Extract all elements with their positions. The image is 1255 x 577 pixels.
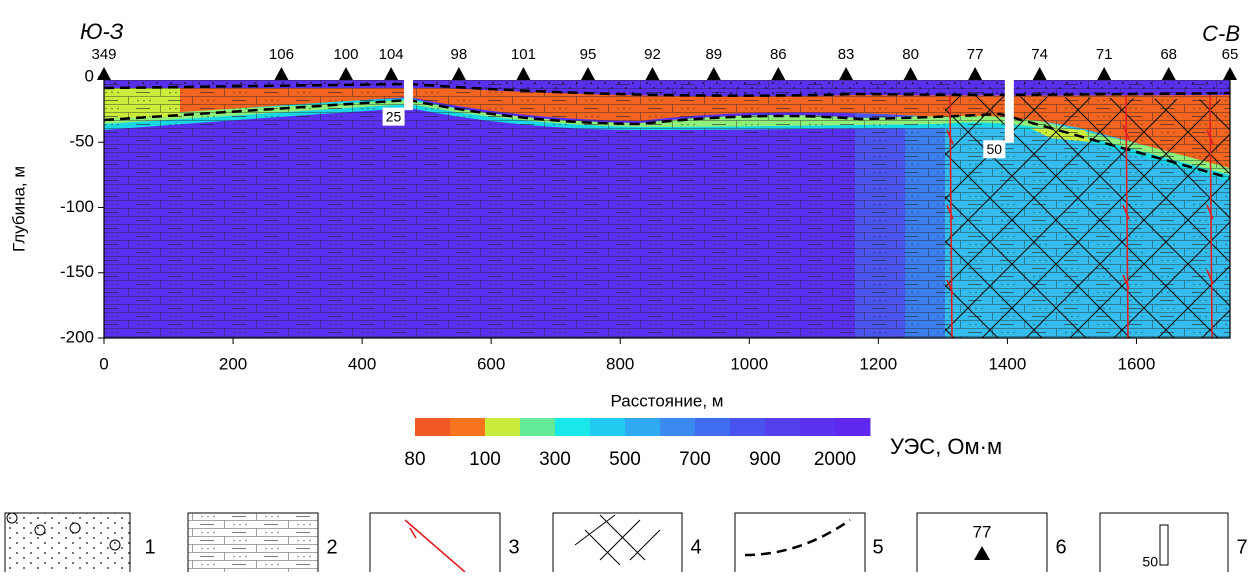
x-tick-label: 1200 xyxy=(859,354,897,373)
station-marker xyxy=(451,67,466,80)
station-marker xyxy=(1223,67,1237,80)
legend-number: 4 xyxy=(690,536,701,558)
borehole-label-bg xyxy=(382,107,405,126)
legend-borehole-sample: 50 xyxy=(1142,554,1158,570)
station-marker xyxy=(1161,67,1176,80)
colorbar-swatch xyxy=(520,418,556,436)
station-marker xyxy=(706,67,721,80)
legend-number: 2 xyxy=(326,536,337,558)
borehole-label-bg xyxy=(983,140,1006,159)
station-label: 104 xyxy=(379,46,404,63)
colorbar-swatch xyxy=(555,418,591,436)
colorbar-swatch xyxy=(450,418,486,436)
direction-right: С-В xyxy=(1202,21,1240,46)
x-tick-label: 200 xyxy=(219,354,247,373)
colorbar-title: УЭС, Ом·м xyxy=(890,434,1002,459)
colorbar-label: 2000 xyxy=(814,449,856,470)
colorbar-swatch xyxy=(625,418,661,436)
x-tick-label: 1000 xyxy=(730,354,768,373)
borehole xyxy=(1004,79,1014,143)
station-label: 106 xyxy=(269,46,294,63)
x-tick-label: 0 xyxy=(99,354,108,373)
legend-station-sample: 77 xyxy=(973,522,992,541)
station-marker xyxy=(516,67,531,80)
colorbar-swatch xyxy=(835,418,871,436)
colorbar-label: 900 xyxy=(749,449,781,470)
colorbar-swatch xyxy=(415,418,451,436)
legend-number: 3 xyxy=(508,536,519,558)
y-axis-label: Глубина, м xyxy=(9,166,28,252)
borehole-label: 25 xyxy=(386,108,402,124)
colorbar-label: 80 xyxy=(404,449,425,470)
colorbar-swatch xyxy=(800,418,836,436)
station-label: 80 xyxy=(902,46,919,63)
station-label: 71 xyxy=(1096,46,1113,63)
station-marker xyxy=(384,67,399,80)
legend-number: 6 xyxy=(1055,536,1066,558)
colorbar-swatch xyxy=(730,418,766,436)
station-label: 77 xyxy=(967,46,984,63)
station-label: 83 xyxy=(838,46,855,63)
station-label: 92 xyxy=(644,46,661,63)
x-axis-label: Расстояние, м xyxy=(611,391,724,410)
colorbar-label: 300 xyxy=(539,449,571,470)
x-tick-label: 400 xyxy=(348,354,376,373)
station-marker xyxy=(1032,67,1047,80)
legend-number: 5 xyxy=(872,536,883,558)
colorbar-label: 100 xyxy=(469,449,501,470)
station-label: 86 xyxy=(770,46,787,63)
station-label: 68 xyxy=(1160,46,1177,63)
station-label: 98 xyxy=(451,46,468,63)
station-marker xyxy=(903,67,918,80)
y-tick-label: -100 xyxy=(60,197,94,216)
station-label: 74 xyxy=(1031,46,1048,63)
colorbar-swatch xyxy=(765,418,801,436)
borehole xyxy=(404,79,414,111)
station-marker xyxy=(580,67,595,80)
y-tick-label: -200 xyxy=(60,327,94,346)
station-label: 349 xyxy=(91,46,116,63)
colorbar-swatch xyxy=(485,418,521,436)
station-marker xyxy=(1097,67,1112,80)
borehole-label: 50 xyxy=(987,141,1003,157)
y-tick-label: -50 xyxy=(69,132,94,151)
station-marker xyxy=(839,67,854,80)
colorbar-label: 700 xyxy=(679,449,711,470)
y-tick-label: -150 xyxy=(60,262,94,281)
station-marker xyxy=(771,67,786,80)
station-marker xyxy=(274,67,289,80)
x-tick-label: 1600 xyxy=(1118,354,1156,373)
x-tick-label: 1400 xyxy=(988,354,1026,373)
station-label: 95 xyxy=(580,46,597,63)
y-tick-label: 0 xyxy=(85,66,94,85)
station-label: 101 xyxy=(511,46,536,63)
axis-frame xyxy=(103,80,1231,339)
section-fill xyxy=(104,80,1230,338)
x-tick-label: 800 xyxy=(606,354,634,373)
legend-number: 1 xyxy=(144,536,155,558)
colorbar-swatch xyxy=(590,418,626,436)
legend: 77 50 xyxy=(4,512,1229,577)
station-marker xyxy=(645,67,660,80)
direction-left: Ю-З xyxy=(80,19,124,44)
colorbar-label: 500 xyxy=(609,449,641,470)
x-tick-label: 600 xyxy=(477,354,505,373)
station-label: 89 xyxy=(705,46,722,63)
station-label: 100 xyxy=(333,46,358,63)
colorbar-swatch xyxy=(695,418,731,436)
colorbar-swatch xyxy=(660,418,696,436)
station-marker xyxy=(968,67,983,80)
station-marker xyxy=(97,67,111,80)
station-label: 65 xyxy=(1222,46,1239,63)
legend-number: 7 xyxy=(1236,536,1247,558)
station-marker xyxy=(338,67,353,80)
